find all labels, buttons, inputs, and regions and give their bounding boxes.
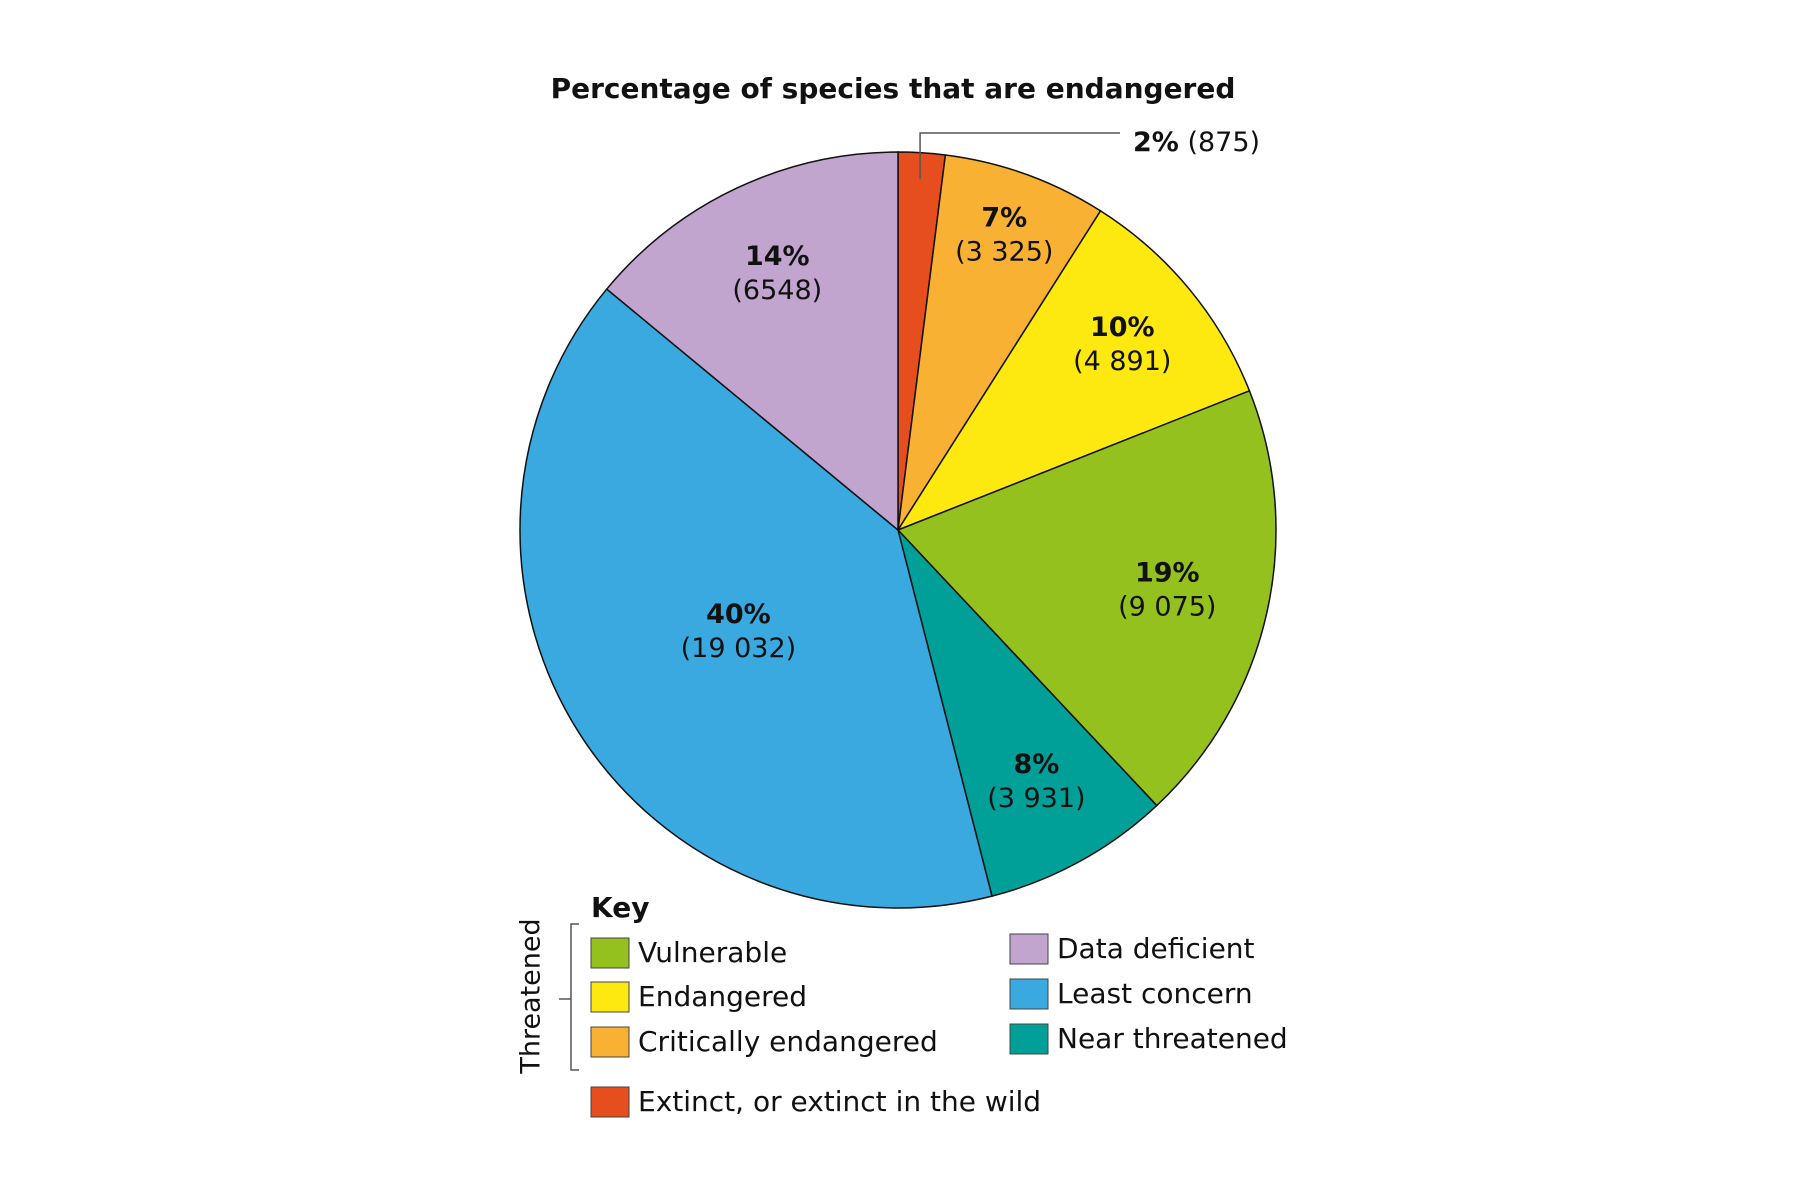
legend-swatch: [1009, 978, 1049, 1010]
legend-swatch: [590, 937, 630, 969]
pie-slice: [896, 389, 1277, 807]
legend-label: Least concern: [1057, 977, 1253, 1010]
pie-slice: [897, 154, 1102, 531]
data-label: 2% (875): [1133, 127, 1260, 158]
count-label: (19 032): [681, 633, 797, 664]
percent-label: 10%: [1090, 312, 1155, 343]
legend-swatch: [1009, 933, 1049, 965]
pie-slice: [519, 287, 993, 909]
percent-label: 14%: [745, 241, 810, 272]
percent-label: 7%: [981, 202, 1027, 233]
count-label: (875): [1187, 127, 1260, 158]
leader-line: [919, 132, 1120, 180]
legend-title: Key: [591, 891, 649, 924]
legend-label: Endangered: [638, 980, 807, 1013]
pie-slice: [897, 529, 1158, 898]
legend-label: Near threatened: [1057, 1022, 1288, 1055]
percent-label: 2%: [1133, 127, 1179, 158]
count-label: (6548): [732, 275, 822, 306]
legend-swatch: [590, 1086, 630, 1118]
percent-label: 40%: [706, 599, 771, 630]
legend-swatch: [590, 981, 630, 1013]
legend-group-label: Threatened: [516, 918, 547, 1074]
legend-label: Critically endangered: [638, 1025, 938, 1058]
legend-bracket: [559, 923, 579, 1071]
count-label: (9 075): [1118, 592, 1216, 623]
legend-label: Vulnerable: [638, 936, 787, 969]
legend-swatch: [590, 1026, 630, 1058]
pie-slice: [605, 151, 899, 532]
count-label: (3 325): [955, 236, 1053, 267]
pie-slice: [896, 209, 1251, 532]
chart-title: Percentage of species that are endangere…: [551, 72, 1236, 105]
legend-swatch: [1009, 1023, 1049, 1055]
percent-label: 8%: [1013, 749, 1059, 780]
legend-label: Data deficient: [1057, 932, 1255, 965]
count-label: (4 891): [1073, 346, 1171, 377]
percent-label: 19%: [1135, 558, 1200, 589]
count-label: (3 931): [987, 783, 1085, 814]
legend-label: Extinct, or extinct in the wild: [638, 1085, 1041, 1118]
